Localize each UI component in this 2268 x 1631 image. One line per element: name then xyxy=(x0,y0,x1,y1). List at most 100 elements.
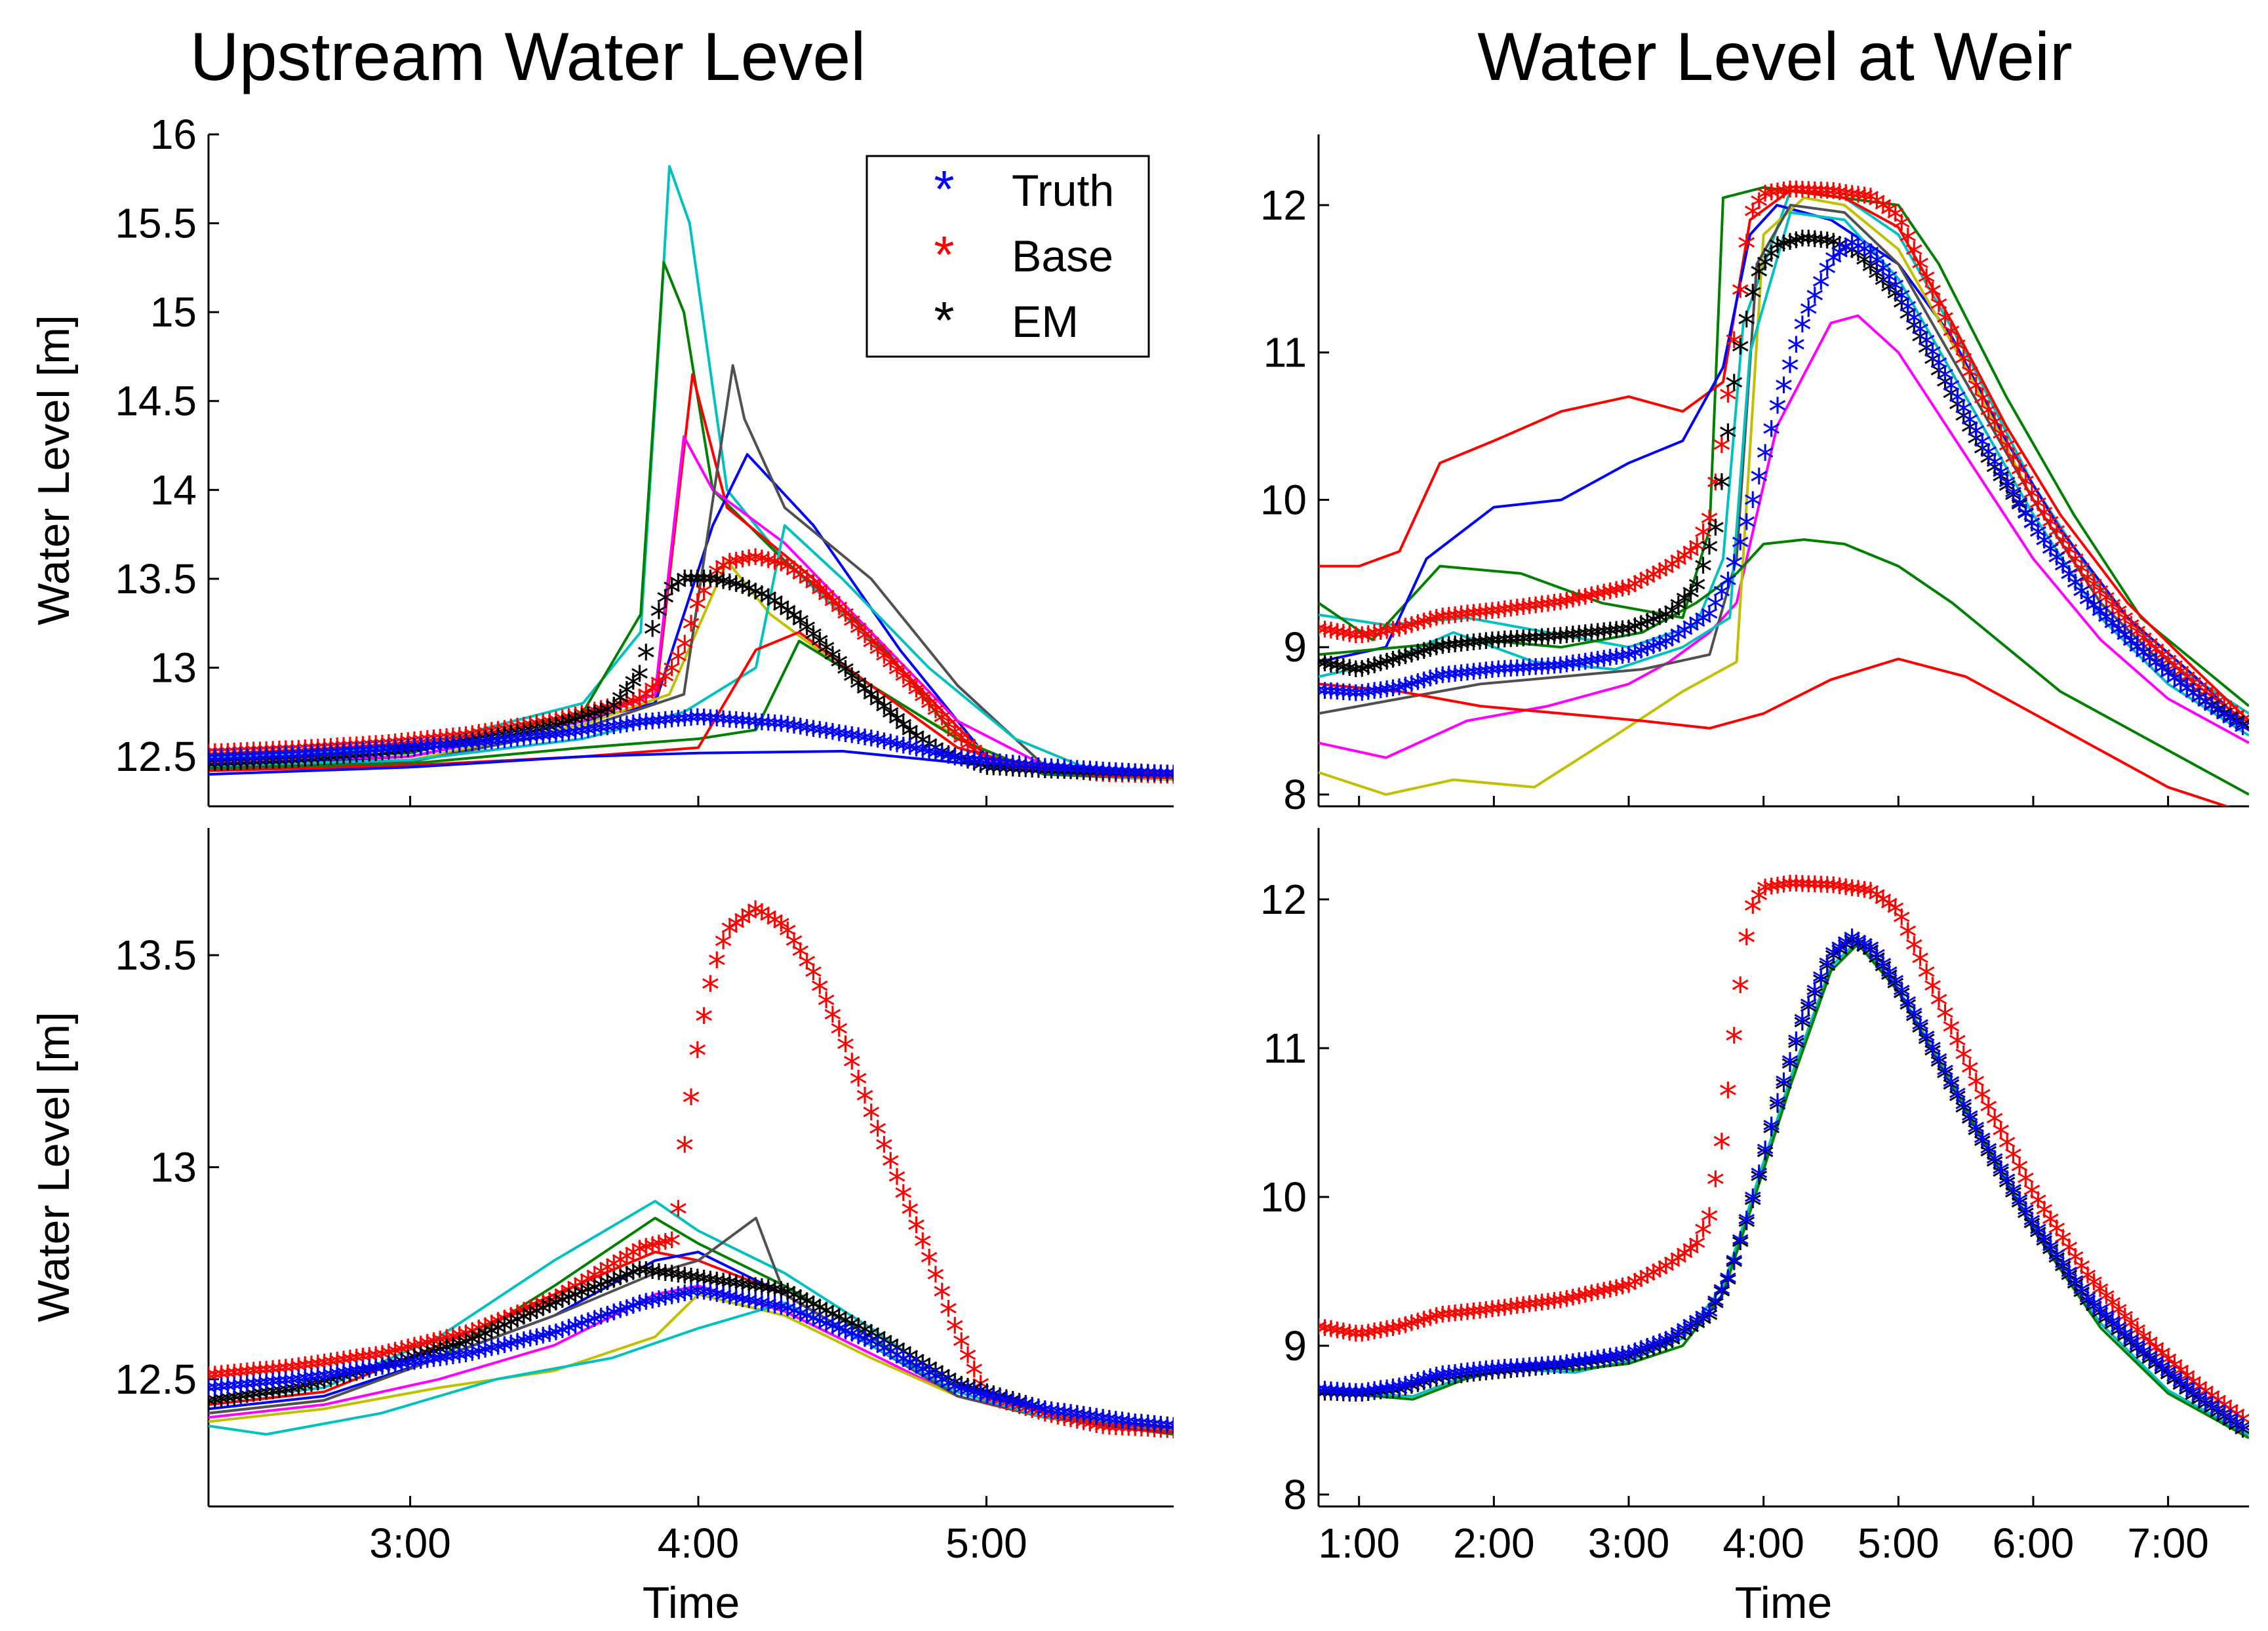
marker-truth: * xyxy=(508,1327,527,1369)
plot-area: ****************************************… xyxy=(209,894,1174,1458)
marker-em: * xyxy=(869,1322,887,1364)
marker-truth: * xyxy=(766,708,784,751)
marker-base: * xyxy=(734,545,752,587)
marker-truth: * xyxy=(289,1364,308,1407)
marker-base: * xyxy=(740,899,758,941)
marker-base: * xyxy=(405,1331,424,1373)
marker-base: * xyxy=(1849,180,1867,222)
y-tick-label: 12 xyxy=(1260,876,1307,923)
y-tick-label: 11 xyxy=(1263,1025,1307,1072)
marker-em: * xyxy=(450,1329,469,1371)
ensemble-line xyxy=(209,364,1174,779)
marker-em: * xyxy=(1023,1390,1041,1433)
marker-truth: * xyxy=(354,735,372,777)
marker-truth: * xyxy=(1139,758,1157,800)
marker-truth: * xyxy=(1055,1397,1073,1440)
marker-base: * xyxy=(875,641,893,684)
marker-em: * xyxy=(483,722,501,765)
x-tick-label: 3:00 xyxy=(369,1520,451,1567)
marker-base: * xyxy=(869,634,887,677)
marker-base: * xyxy=(940,1293,958,1336)
marker-truth: * xyxy=(425,1344,443,1386)
marker-em: * xyxy=(444,1331,462,1373)
marker-base: * xyxy=(907,675,926,717)
y-axis-label: Water Level [m] xyxy=(29,315,79,625)
marker-truth: * xyxy=(225,1371,243,1413)
marker-truth: * xyxy=(997,748,1016,791)
marker-base: * xyxy=(1365,618,1383,661)
marker-em: * xyxy=(920,729,938,772)
marker-base: * xyxy=(270,735,288,777)
marker-em: * xyxy=(901,1341,919,1383)
marker-truth: * xyxy=(952,743,970,786)
marker-truth: * xyxy=(547,720,565,762)
marker-truth: * xyxy=(469,728,488,770)
marker-base: * xyxy=(212,737,231,779)
marker-em: * xyxy=(547,1287,565,1330)
marker-truth: * xyxy=(373,1352,391,1394)
marker-base: * xyxy=(322,1346,340,1389)
x-axis-label: Time xyxy=(1735,1578,1833,1628)
plot-area: ****************************************… xyxy=(1319,174,2249,806)
marker-truth: * xyxy=(1062,1398,1080,1441)
marker-base: * xyxy=(328,1346,346,1388)
marker-base: * xyxy=(373,1339,391,1381)
ensemble-line xyxy=(209,1301,1174,1436)
marker-em: * xyxy=(386,1348,405,1390)
marker-truth: * xyxy=(650,705,668,748)
marker-truth: * xyxy=(334,1358,353,1400)
series-base: ****************************************… xyxy=(209,542,1174,803)
marker-truth: * xyxy=(483,1333,501,1376)
marker-base: * xyxy=(1644,560,1663,602)
marker-truth: * xyxy=(675,703,694,746)
marker-base: * xyxy=(740,543,758,586)
marker-em: * xyxy=(714,566,732,608)
marker-em: * xyxy=(476,1319,494,1362)
marker-truth: * xyxy=(367,1352,385,1395)
marker-base: * xyxy=(586,696,604,738)
legend: * Truth * Base * EM xyxy=(865,155,1150,358)
marker-em: * xyxy=(824,1299,842,1341)
marker-em: * xyxy=(746,1271,765,1314)
marker-base: * xyxy=(553,1279,572,1322)
marker-em: * xyxy=(772,591,790,633)
marker-base: * xyxy=(785,555,803,598)
marker-truth: * xyxy=(856,722,874,765)
marker-base: * xyxy=(399,1333,417,1375)
marker-em: * xyxy=(502,1307,520,1350)
marker-base: * xyxy=(778,915,797,958)
marker-base: * xyxy=(1713,430,1731,473)
marker-base: * xyxy=(746,894,765,937)
marker-base: * xyxy=(1427,602,1446,645)
marker-em: * xyxy=(830,1302,848,1345)
marker-truth: * xyxy=(727,705,746,748)
marker-base: * xyxy=(1843,179,1861,222)
marker-base: * xyxy=(933,1276,951,1319)
marker-base: * xyxy=(1075,1407,1093,1450)
marker-em: * xyxy=(766,586,784,629)
marker-truth: * xyxy=(309,1361,327,1404)
marker-em: * xyxy=(945,1367,964,1410)
marker-base: * xyxy=(463,1316,481,1359)
marker-base: * xyxy=(888,654,906,697)
marker-base: * xyxy=(1775,176,1793,218)
marker-em: * xyxy=(348,739,366,782)
marker-base: * xyxy=(1139,1414,1157,1457)
marker-truth: * xyxy=(489,1331,507,1374)
marker-em: * xyxy=(1113,1405,1132,1448)
marker-em: * xyxy=(1087,757,1105,800)
marker-em: * xyxy=(1004,1385,1022,1428)
marker-em: * xyxy=(830,647,848,690)
marker-em: * xyxy=(399,1344,417,1386)
marker-base: * xyxy=(805,568,823,611)
marker-em: * xyxy=(656,583,675,625)
marker-truth: * xyxy=(1010,1388,1029,1430)
marker-em: * xyxy=(669,568,687,610)
marker-base: * xyxy=(1340,619,1359,661)
marker-base: * xyxy=(1004,750,1022,793)
marker-truth: * xyxy=(289,739,308,781)
marker-em: * xyxy=(997,753,1016,796)
marker-truth: * xyxy=(592,713,610,756)
marker-truth: * xyxy=(444,730,462,772)
marker-truth: * xyxy=(721,1282,739,1324)
